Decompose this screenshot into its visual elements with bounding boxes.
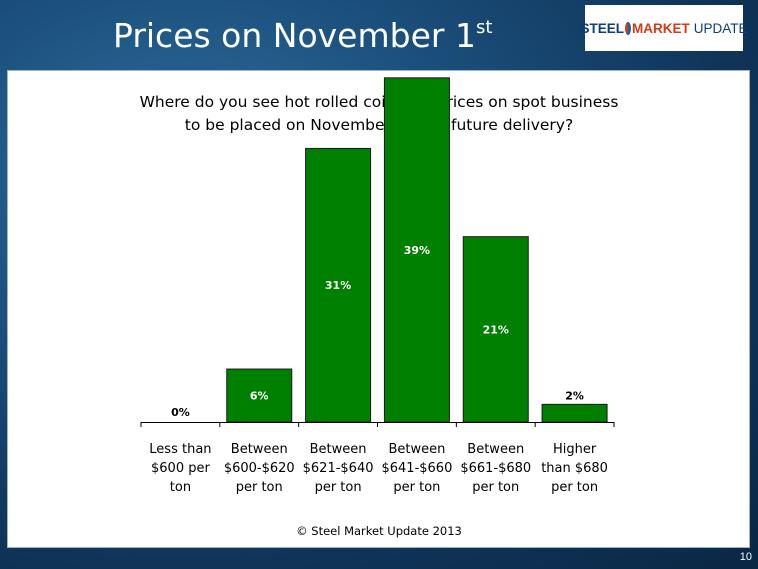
category-label: per ton — [472, 480, 519, 495]
slide-title-superscript: st — [475, 17, 493, 38]
category-label: ton — [170, 480, 191, 495]
bar — [541, 403, 608, 423]
logo-word-market: MARKET — [632, 20, 690, 36]
logo-word-steel: STEEL — [580, 20, 624, 36]
bar-value-label: 0% — [171, 406, 190, 419]
logo-ring-icon — [625, 21, 631, 35]
bar-value-label: 2% — [565, 389, 584, 402]
category-label: than $680 — [541, 461, 608, 476]
category-label: $661-$680 — [460, 461, 531, 476]
category-label: $621-$640 — [303, 461, 374, 476]
category-label: $600-$620 — [224, 461, 295, 476]
bar-chart: Where do you see hot rolled coil base pr… — [140, 77, 619, 538]
bar — [462, 236, 529, 423]
category-label: Less than — [149, 442, 211, 457]
category-label: Between — [310, 442, 367, 457]
category-label: Higher — [553, 442, 597, 457]
bar — [305, 147, 372, 423]
page-number: 10 — [739, 551, 752, 563]
category-label: $600 per — [151, 461, 210, 476]
category-label: per ton — [236, 480, 283, 495]
logo-word-update: UPDATE — [693, 20, 748, 36]
bar-value-label: 21% — [483, 323, 509, 336]
steel-market-update-logo: STEEL MARKET UPDATE — [580, 5, 748, 51]
chart-panel: Where do you see hot rolled coil base pr… — [7, 70, 750, 548]
bar-value-label: 31% — [325, 279, 351, 292]
copyright-credit: © Steel Market Update 2013 — [296, 524, 462, 538]
bar-value-label: 39% — [404, 244, 430, 257]
category-label: per ton — [393, 480, 440, 495]
category-label: Between — [388, 442, 445, 457]
chart-title-line: Where do you see hot rolled coil base pr… — [140, 93, 619, 111]
category-label: per ton — [315, 480, 362, 495]
bar — [383, 77, 450, 423]
category-label: $641-$660 — [381, 461, 452, 476]
slide-title: Prices on November 1st — [113, 10, 492, 68]
bar-value-label: 6% — [250, 390, 269, 403]
chart-title-line: to be placed on November 1st for future … — [185, 116, 573, 134]
bar — [226, 368, 293, 423]
category-label: Between — [467, 442, 524, 457]
category-label: per ton — [551, 480, 598, 495]
slide-title-text: Prices on November 1 — [113, 16, 476, 55]
category-label: Between — [231, 442, 288, 457]
